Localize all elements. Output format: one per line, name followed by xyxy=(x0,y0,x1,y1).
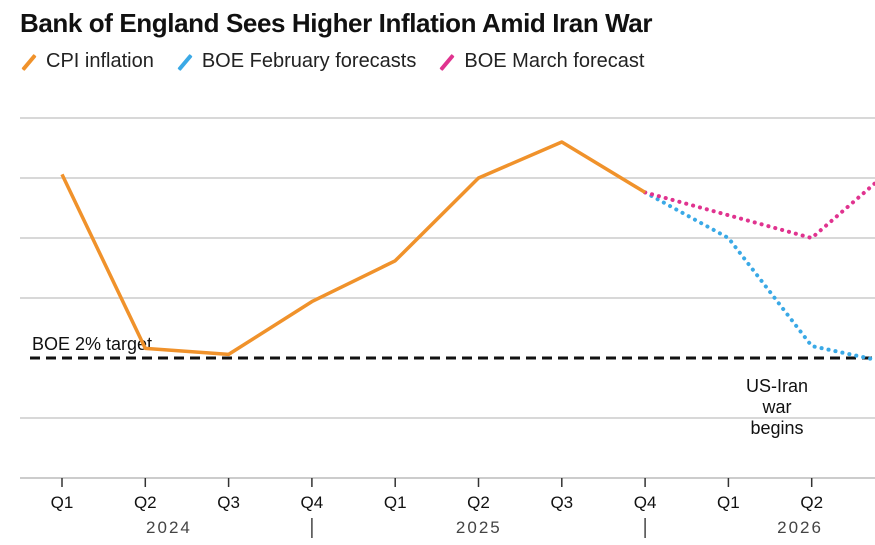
legend-label: CPI inflation xyxy=(46,50,154,72)
year-label: 2026 xyxy=(777,518,823,537)
legend-item-cpi: CPI inflation xyxy=(20,50,154,73)
annotation-war-begins: US-Iran xyxy=(746,376,808,396)
x-tick-label: Q2 xyxy=(134,493,157,512)
chart-title: Bank of England Sees Higher Inflation Am… xyxy=(20,8,653,38)
series-line-cpi-inflation xyxy=(60,140,647,357)
target-line-group: BOE 2% target xyxy=(30,334,875,360)
x-tick-label: Q1 xyxy=(384,493,407,512)
series-line-boe-february-forecasts xyxy=(643,190,875,362)
legend-label: BOE March forecast xyxy=(464,50,645,72)
series-lines xyxy=(60,140,875,362)
x-axis: Q1 Q2 Q3 Q4 Q1 Q2 Q3 Q4 Q1 Q2 2024 2025 2026 xyxy=(51,478,823,538)
x-tick-label: Q1 xyxy=(717,493,740,512)
x-tick-label: Q4 xyxy=(634,493,657,512)
x-tick-label: Q2 xyxy=(800,493,823,512)
x-tick-label: Q3 xyxy=(550,493,573,512)
legend-item-feb: BOE February forecasts xyxy=(176,50,417,73)
gridlines xyxy=(20,117,875,479)
year-label: 2025 xyxy=(456,518,502,537)
annotation-war-begins: begins xyxy=(750,418,803,438)
x-tick-label: Q2 xyxy=(467,493,490,512)
year-label: 2024 xyxy=(146,518,192,537)
target-label: BOE 2% target xyxy=(32,334,152,354)
x-tick-label: Q3 xyxy=(217,493,240,512)
x-tick-label: Q4 xyxy=(301,493,324,512)
series-line-boe-march-forecast xyxy=(643,180,875,240)
annotation-war-begins: war xyxy=(761,397,791,417)
legend-item-march: BOE March forecast xyxy=(438,50,644,73)
x-tick-label: Q1 xyxy=(51,493,74,512)
legend-label: BOE February forecasts xyxy=(201,50,417,72)
legend: CPI inflation BOE February forecasts BOE… xyxy=(20,50,666,73)
